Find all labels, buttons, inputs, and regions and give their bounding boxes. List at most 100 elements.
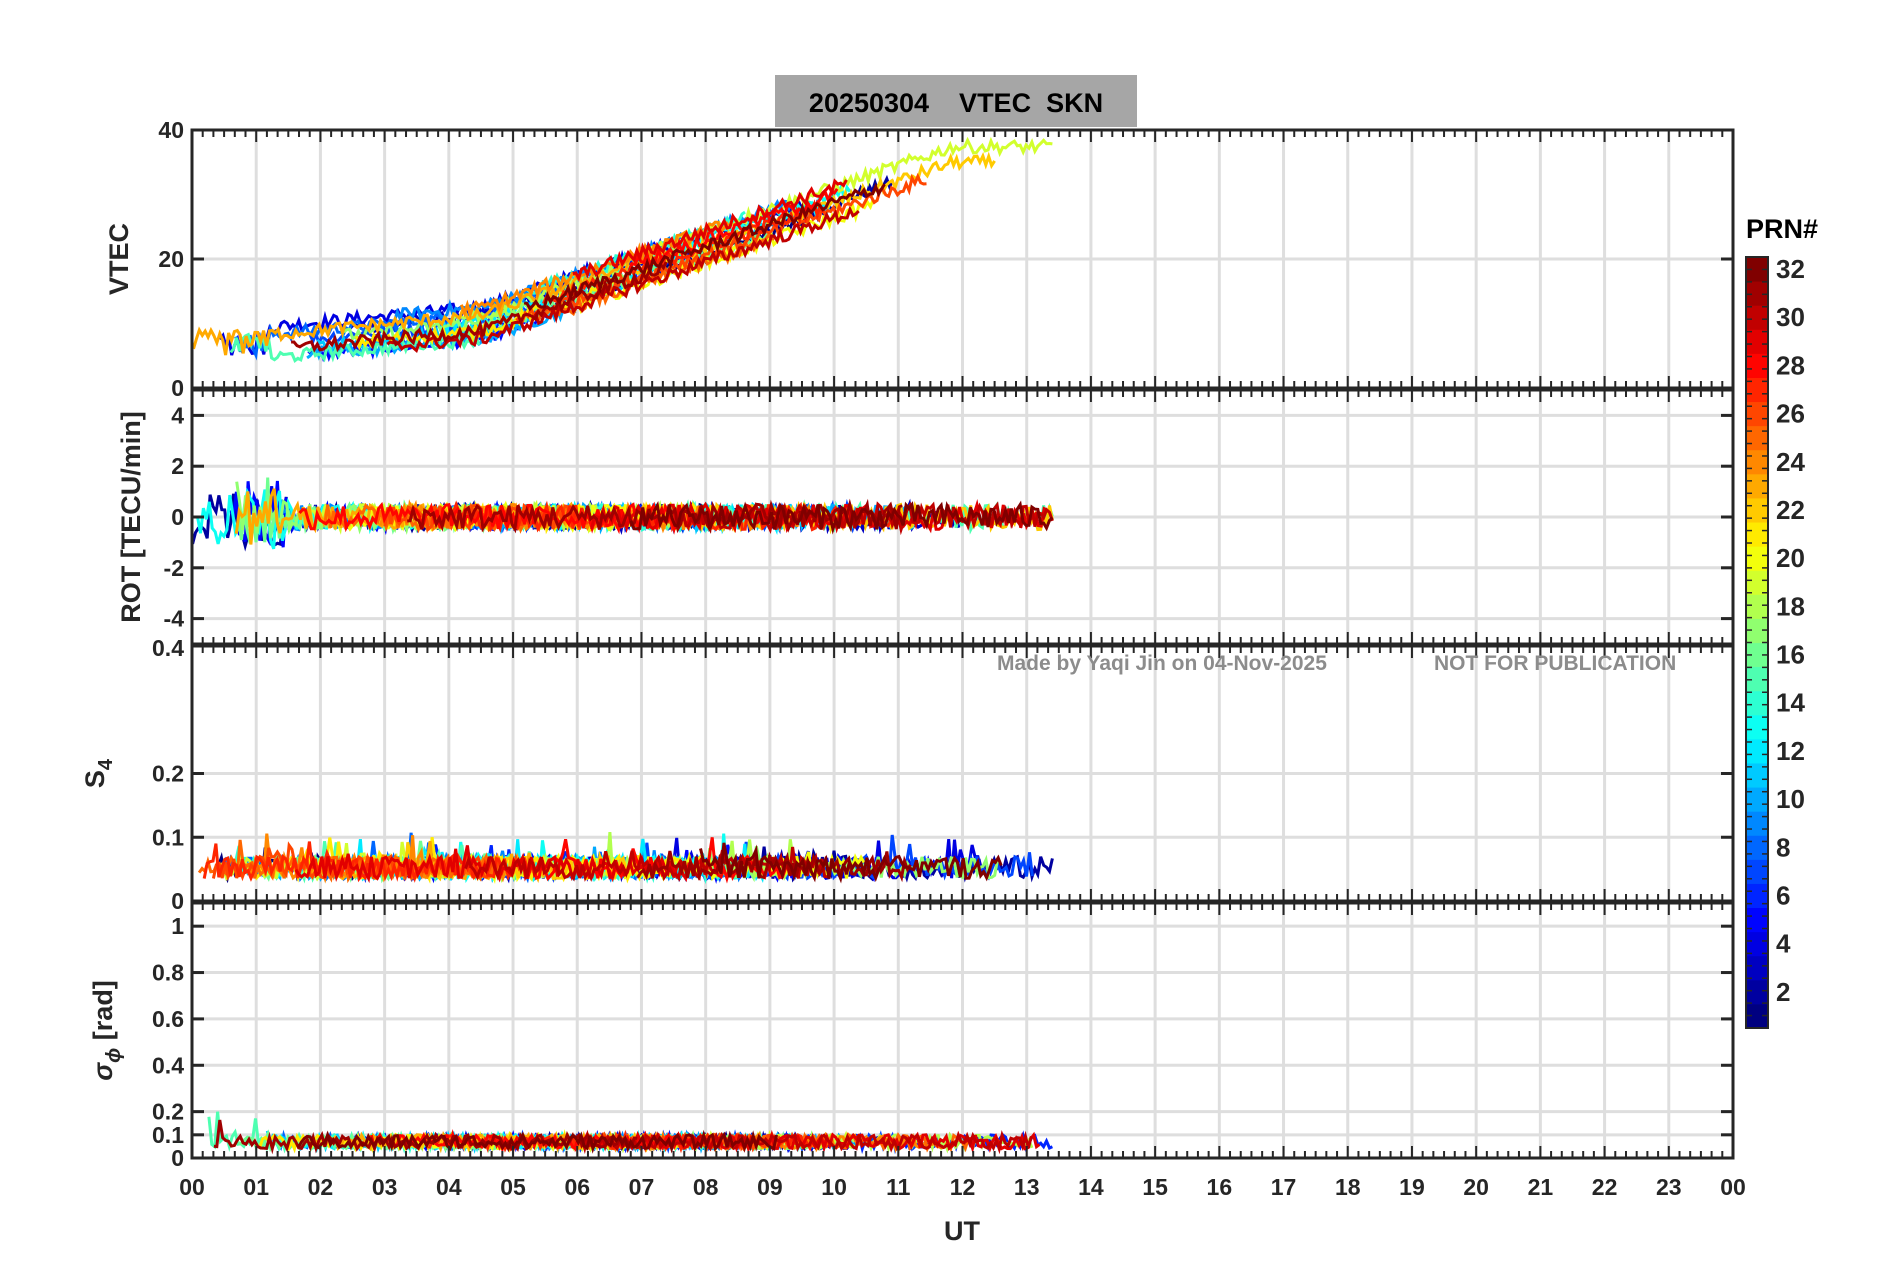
colorbar-segment bbox=[1746, 787, 1768, 812]
x-tick-label: 10 bbox=[821, 1174, 847, 1200]
s4-panel: 0 0.1 0.2 0.4 S4 bbox=[80, 635, 1735, 914]
watermark-author: Made by Yaqi Jin on 04-Nov-2025 bbox=[997, 652, 1327, 675]
x-tick-label: 20 bbox=[1463, 1174, 1489, 1200]
x-tick-label: 17 bbox=[1271, 1174, 1297, 1200]
rot-prn-28-line bbox=[298, 501, 681, 535]
vtec-prn-15-line bbox=[229, 328, 481, 363]
colorbar-segment bbox=[1746, 546, 1768, 571]
x-tick-label: 07 bbox=[629, 1174, 655, 1200]
sigphi-ytick-label: 0.8 bbox=[152, 960, 184, 986]
colorbar-segment bbox=[1746, 762, 1768, 788]
colorbar-segment bbox=[1746, 642, 1768, 668]
vtec-ytick-label: 20 bbox=[158, 246, 184, 272]
s4-series bbox=[197, 831, 1054, 885]
sigphi-series bbox=[207, 1111, 1053, 1155]
colorbar-segment bbox=[1746, 859, 1768, 884]
x-tick-label: 23 bbox=[1656, 1174, 1682, 1200]
colorbar-segment bbox=[1746, 377, 1768, 403]
rot-ytick-label: -2 bbox=[164, 555, 184, 581]
colorbar-tick-label: 16 bbox=[1776, 640, 1805, 670]
colorbar-segment bbox=[1746, 281, 1768, 306]
colorbar-segment bbox=[1746, 690, 1768, 716]
colorbar-segment bbox=[1746, 955, 1768, 981]
rot-y-axis-label: ROT [TECU/min] bbox=[116, 411, 146, 622]
rot-ytick-label: 4 bbox=[171, 402, 184, 428]
x-tick-label: 12 bbox=[950, 1174, 976, 1200]
x-tick-label: 04 bbox=[436, 1174, 462, 1200]
vtec-prn-19-line bbox=[645, 136, 1053, 254]
s4-ytick-label: 0 bbox=[171, 888, 184, 914]
colorbar-segment bbox=[1746, 305, 1768, 330]
s4-ytick-label-top: 0.4 bbox=[152, 635, 184, 661]
colorbar-segment bbox=[1746, 522, 1768, 547]
colorbar-tick-label: 26 bbox=[1776, 399, 1805, 429]
title-box bbox=[775, 75, 1137, 127]
colorbar-tick-label: 2 bbox=[1776, 977, 1790, 1007]
rot-prn-32-line bbox=[629, 500, 1054, 535]
colorbar-tick-label: 14 bbox=[1776, 688, 1805, 718]
colorbar-segment bbox=[1746, 449, 1768, 475]
sigphi-prn-31-line bbox=[213, 1119, 638, 1155]
colorbar-tick-label: 32 bbox=[1776, 254, 1805, 284]
colorbar-segment bbox=[1746, 570, 1768, 595]
colorbar-tick-label: 10 bbox=[1776, 784, 1805, 814]
colorbar-segment bbox=[1746, 714, 1768, 740]
sigphi-ytick-label: 0.4 bbox=[152, 1052, 184, 1078]
rot-series bbox=[191, 477, 1054, 552]
x-tick-label: 21 bbox=[1528, 1174, 1554, 1200]
rot-ytick-label: 2 bbox=[171, 453, 184, 479]
colorbar-segment bbox=[1746, 257, 1768, 282]
x-tick-label: 19 bbox=[1399, 1174, 1425, 1200]
colorbar-segment bbox=[1746, 618, 1768, 643]
x-tick-label: 15 bbox=[1142, 1174, 1168, 1200]
colorbar-segment bbox=[1746, 883, 1768, 909]
colorbar-tick-label: 24 bbox=[1776, 447, 1805, 477]
colorbar-segment bbox=[1746, 907, 1768, 933]
colorbar-tick-label: 20 bbox=[1776, 543, 1805, 573]
colorbar-tick-label: 18 bbox=[1776, 591, 1805, 621]
colorbar-segment bbox=[1746, 931, 1768, 957]
x-tick-label: 11 bbox=[886, 1174, 911, 1200]
colorbar-label: PRN# bbox=[1746, 214, 1818, 244]
colorbar-segment bbox=[1746, 738, 1768, 764]
x-tick-label: 01 bbox=[243, 1174, 269, 1200]
x-axis-label: UT bbox=[944, 1216, 980, 1246]
colorbar-segment bbox=[1746, 473, 1768, 499]
sigphi-ytick-label: 0.6 bbox=[152, 1006, 184, 1032]
x-tick-label: 05 bbox=[500, 1174, 526, 1200]
x-tick-label: 02 bbox=[308, 1174, 334, 1200]
x-tick-label: 13 bbox=[1014, 1174, 1040, 1200]
x-tick-label: 00 bbox=[1720, 1174, 1746, 1200]
x-tick-label: 14 bbox=[1078, 1174, 1104, 1200]
sigphi-ytick-label: 0.2 bbox=[152, 1099, 184, 1125]
rot-panel: -4 -2 0 2 4 ROT [TECU/min] bbox=[116, 388, 1735, 646]
vtec-prn-24-line bbox=[459, 220, 732, 320]
vtec-prn-23-line bbox=[192, 249, 671, 356]
x-tick-label: 09 bbox=[757, 1174, 783, 1200]
s4-y-axis-label: S4 bbox=[80, 758, 117, 788]
x-tick-label: 18 bbox=[1335, 1174, 1361, 1200]
colorbar-tick-label: 22 bbox=[1776, 495, 1805, 525]
vtec-series bbox=[192, 136, 1053, 363]
x-tick-label: 22 bbox=[1592, 1174, 1618, 1200]
watermark-not-for-publication: NOT FOR PUBLICATION bbox=[1434, 652, 1676, 675]
x-tick-label: 08 bbox=[693, 1174, 719, 1200]
vtec-prn-31-line bbox=[291, 261, 668, 353]
sigphi-panel: 00.10.2 0.4 0.6 0.8 1 σϕ [rad] bbox=[88, 901, 1735, 1171]
vtec-prn-29-line bbox=[572, 178, 848, 282]
colorbar-segment bbox=[1746, 497, 1768, 523]
rot-ytick-label: 0 bbox=[171, 504, 184, 530]
colorbar-tick-label: 12 bbox=[1776, 736, 1805, 766]
s4-prn-32-line bbox=[699, 842, 1003, 884]
colorbar-segment bbox=[1746, 329, 1768, 354]
colorbar-tick-label: 4 bbox=[1776, 929, 1791, 959]
colorbar-segment bbox=[1746, 811, 1768, 836]
colorbar-segment bbox=[1746, 1003, 1768, 1029]
x-tick-label: 03 bbox=[372, 1174, 398, 1200]
colorbar-segment bbox=[1746, 425, 1768, 451]
s4-ytick-label: 0.2 bbox=[152, 761, 184, 787]
x-tick-label: 06 bbox=[564, 1174, 590, 1200]
s4-ytick-label: 0.1 bbox=[152, 824, 184, 850]
